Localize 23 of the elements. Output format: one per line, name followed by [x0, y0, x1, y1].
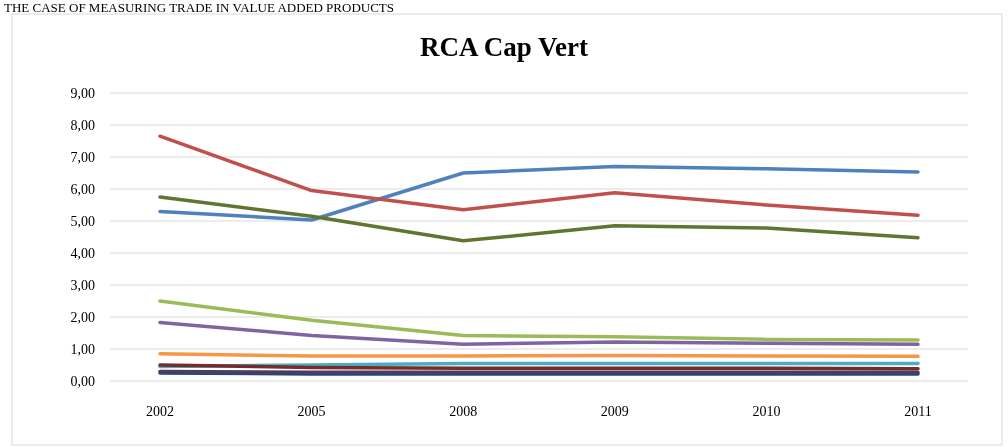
y-tick-label: 5,00 [70, 213, 95, 229]
text: THE CASE OF MEASURING TRADE IN VALUE ADDED PRODUCTS [4, 0, 395, 15]
x-tick-label: 2008 [449, 404, 478, 419]
y-tick-label: 0,00 [70, 373, 95, 389]
line-series [158, 195, 920, 243]
y-tick-label: 8,00 [70, 117, 95, 133]
y-tick-label: 6,00 [70, 181, 95, 197]
x-tick-label: 2005 [297, 404, 326, 419]
y-tick-label: 7,00 [70, 149, 95, 165]
x-tick-label: 2002 [146, 404, 174, 419]
chart-title: RCA Cap Vert [419, 32, 589, 62]
y-tick-label: 4,00 [70, 245, 95, 261]
line-series [158, 320, 920, 346]
x-tick-label: 2011 [904, 404, 932, 419]
x-tick-label: 2010 [752, 404, 781, 419]
line-series [158, 164, 920, 222]
x-tick-label: 2009 [600, 404, 629, 419]
y-tick-label: 2,00 [70, 309, 95, 325]
line-series [158, 299, 920, 342]
y-tick-label: 1,00 [70, 341, 95, 357]
line-series [158, 134, 920, 217]
y-tick-label: 3,00 [70, 277, 95, 293]
y-tick-label: 9,00 [70, 85, 95, 101]
